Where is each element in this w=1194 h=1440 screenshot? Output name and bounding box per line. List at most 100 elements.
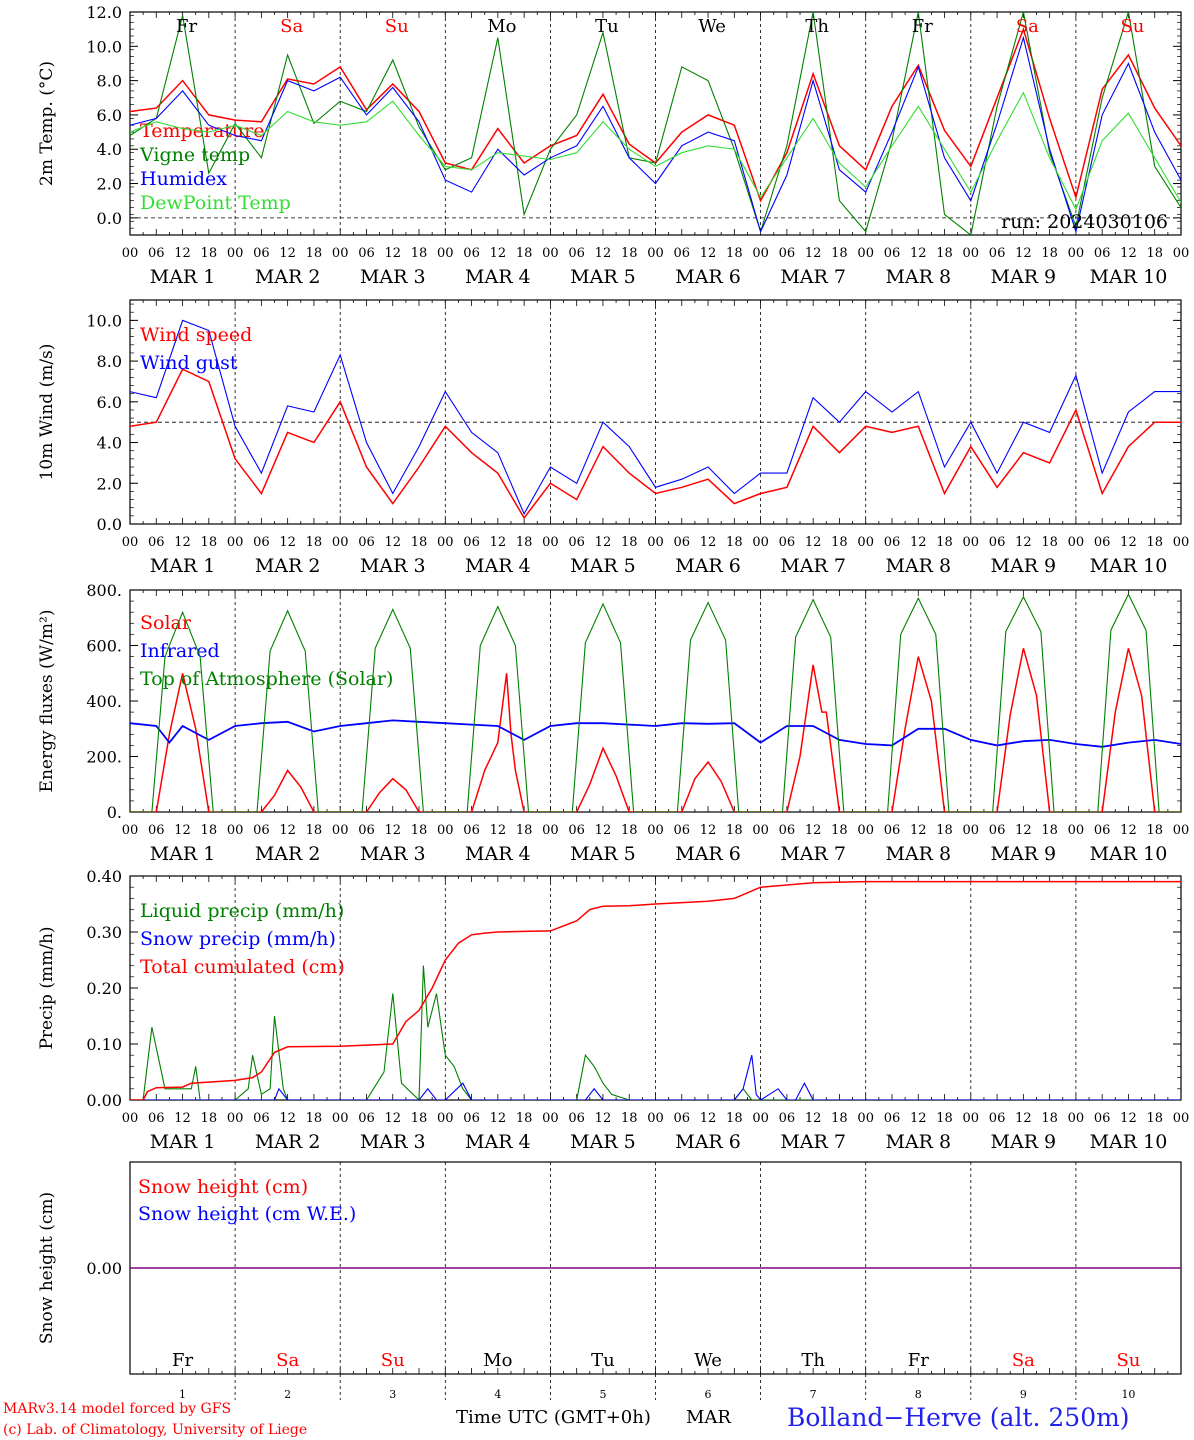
hour-tick-label: 18 — [201, 1111, 218, 1126]
hour-tick-label: 18 — [831, 1111, 848, 1126]
hour-tick-label: 12 — [1120, 823, 1137, 838]
hour-tick-label: 06 — [989, 246, 1006, 261]
hour-tick-label: 00 — [332, 1111, 349, 1126]
hour-tick-label: 00 — [857, 1111, 874, 1126]
hour-tick-label: 00 — [437, 246, 454, 261]
y-tick-label: 4.0 — [97, 140, 122, 159]
day-name: Sa — [1012, 1350, 1035, 1371]
date-label: MAR 8 — [885, 266, 951, 288]
hour-tick-label: 00 — [542, 246, 559, 261]
hour-tick-label: 06 — [253, 246, 270, 261]
hour-tick-label: 12 — [700, 823, 717, 838]
legend-entry: Vigne temp — [139, 144, 250, 166]
y-tick-label: 2.0 — [97, 474, 122, 493]
series-line-wind-speed — [130, 368, 1181, 520]
day-name: Tu — [595, 16, 619, 37]
hour-tick-label: 18 — [516, 1111, 533, 1126]
hour-tick-label: 06 — [358, 535, 375, 550]
hour-tick-label: 00 — [1173, 246, 1190, 261]
y-axis-label: Energy fluxes (W/m²) — [37, 610, 57, 793]
hour-tick-label: 06 — [884, 1111, 901, 1126]
hour-tick-label: 18 — [1041, 1111, 1058, 1126]
date-label: MAR 5 — [570, 555, 636, 577]
hour-tick-label: 18 — [621, 535, 638, 550]
date-label: MAR 9 — [991, 266, 1057, 288]
y-tick-label: 10.0 — [86, 37, 122, 56]
hour-tick-label: 18 — [1146, 823, 1163, 838]
hour-tick-label: 00 — [1068, 535, 1085, 550]
hour-tick-label: 12 — [910, 535, 927, 550]
y-tick-label: 400. — [86, 692, 122, 711]
hour-tick-label: 06 — [779, 823, 796, 838]
y-tick-label: 200. — [86, 748, 122, 767]
y-tick-label: 6.0 — [97, 393, 122, 412]
hour-tick-label: 06 — [463, 535, 480, 550]
y-tick-label: 0.40 — [86, 867, 122, 886]
hour-tick-label: 18 — [306, 246, 323, 261]
panels: 0.02.04.06.08.010.012.02m Temp. (°C) Temp… — [37, 3, 1189, 1401]
hour-tick-label: 06 — [674, 535, 691, 550]
hour-tick-label: 18 — [831, 535, 848, 550]
date-label: MAR 8 — [885, 843, 951, 865]
series-line-wind-gust — [130, 319, 1181, 516]
hour-tick-label: 06 — [989, 823, 1006, 838]
y-tick-label: 0.20 — [86, 979, 122, 998]
hour-tick-label: 12 — [490, 535, 507, 550]
y-tick-label: 6.0 — [97, 106, 122, 125]
date-label: MAR 3 — [360, 555, 426, 577]
series-line-infrared — [130, 719, 1181, 748]
hour-tick-label: 12 — [174, 246, 191, 261]
footer-model: MARv3.14 model forced by GFS — [3, 1401, 231, 1417]
date-label: MAR 4 — [465, 555, 531, 577]
y-tick-label: 0.10 — [86, 1035, 122, 1054]
y-axis-label: Snow height (cm) — [37, 1192, 57, 1344]
hour-tick-label: 06 — [779, 246, 796, 261]
series-line-dewpoint-temp — [130, 91, 1181, 211]
legend-entry: DewPoint Temp — [140, 192, 291, 214]
hour-tick-label: 00 — [122, 246, 139, 261]
date-label: MAR 2 — [255, 843, 321, 865]
hour-tick-label: 18 — [621, 1111, 638, 1126]
hour-tick-label: 12 — [595, 823, 612, 838]
hour-tick-label: 00 — [1068, 1111, 1085, 1126]
y-tick-label: 800. — [86, 581, 122, 600]
y-axis-label: Precip (mm/h) — [37, 926, 57, 1049]
date-label: MAR 6 — [675, 843, 741, 865]
hour-tick-label: 18 — [726, 535, 743, 550]
date-label: MAR 6 — [675, 555, 741, 577]
hour-tick-label: 12 — [805, 535, 822, 550]
hour-tick-label: 00 — [857, 246, 874, 261]
series-line-solar — [130, 648, 1181, 812]
hour-tick-label: 00 — [542, 823, 559, 838]
hour-tick-label: 12 — [910, 823, 927, 838]
hour-tick-label: 12 — [279, 823, 296, 838]
time-axis-label: Time UTC (GMT+0h) — [456, 1407, 651, 1428]
hour-tick-label: 12 — [1015, 823, 1032, 838]
hour-tick-label: 06 — [148, 823, 165, 838]
y-tick-label: 8.0 — [97, 352, 122, 371]
hour-tick-label: 00 — [332, 246, 349, 261]
date-label: MAR 10 — [1090, 555, 1168, 577]
legend-entry: Snow precip (mm/h) — [140, 928, 336, 950]
hour-tick-label: 06 — [148, 535, 165, 550]
hour-tick-label: 06 — [779, 1111, 796, 1126]
y-tick-label: 0.0 — [97, 515, 122, 534]
station-name: Bolland−Herve (alt. 250m) — [787, 1403, 1130, 1432]
y-tick-label: 0.00 — [86, 1091, 122, 1110]
hour-tick-label: 06 — [1094, 535, 1111, 550]
hour-tick-label: 06 — [884, 246, 901, 261]
date-label: MAR 10 — [1090, 843, 1168, 865]
day-name: Th — [801, 1350, 825, 1371]
date-label: MAR 4 — [465, 266, 531, 288]
day-number: 6 — [705, 1388, 712, 1401]
hour-tick-label: 12 — [595, 535, 612, 550]
panel-energy: 0. 200. 400. 600. 800. Energy fluxes (W/m²) So… — [37, 581, 1189, 865]
y-axis-label: 2m Temp. (°C) — [37, 61, 57, 186]
hour-tick-label: 06 — [568, 823, 585, 838]
hour-tick-label: 18 — [1146, 246, 1163, 261]
date-label: MAR 2 — [255, 1131, 321, 1153]
hour-tick-label: 00 — [1068, 246, 1085, 261]
day-name: Su — [381, 1350, 405, 1371]
y-tick-label: 4.0 — [97, 434, 122, 453]
hour-tick-label: 18 — [936, 1111, 953, 1126]
